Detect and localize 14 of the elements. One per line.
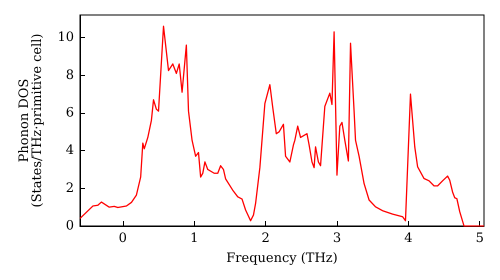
y-tick-label: 2 — [66, 180, 74, 196]
x-tick-label: 1 — [190, 231, 198, 246]
y-tick-label: 10 — [57, 30, 74, 46]
x-tick-label: 4 — [404, 231, 412, 246]
x-tick-label: 2 — [261, 231, 270, 246]
x-tick-label: 3 — [332, 231, 342, 246]
x-tick-label: 5 — [476, 231, 484, 246]
x-tick-label: 0 — [118, 231, 127, 246]
y-tick-label: 8 — [66, 68, 74, 83]
y-axis-title: Phonon DOS (States/THz·primitive cell) — [17, 33, 45, 208]
x-axis-title: Frequency (THz) — [226, 251, 338, 266]
y-tick-label: 0 — [66, 218, 74, 234]
y-tick-label: 6 — [66, 105, 74, 120]
y-tick-label: 4 — [66, 143, 74, 158]
